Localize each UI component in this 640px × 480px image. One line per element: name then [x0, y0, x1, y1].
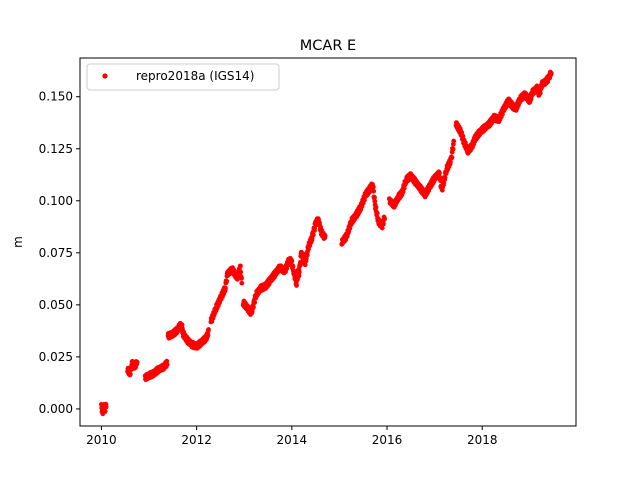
data-point — [302, 262, 308, 268]
legend-label: repro2018a (IGS14) — [136, 69, 254, 83]
data-point — [296, 269, 302, 275]
x-tick-label: 2012 — [181, 433, 212, 447]
data-point — [238, 269, 244, 275]
data-point — [103, 404, 109, 410]
data-point — [205, 332, 211, 338]
data-point — [370, 184, 376, 190]
data-point — [372, 198, 378, 204]
data-point — [312, 225, 318, 231]
data-point — [373, 204, 379, 210]
y-tick-label: 0.150 — [39, 90, 73, 104]
y-tick-label: 0.075 — [39, 246, 73, 260]
data-point — [310, 232, 316, 238]
data-points — [99, 69, 554, 417]
data-point — [224, 278, 230, 284]
data-point — [234, 276, 240, 282]
data-point — [239, 275, 244, 281]
data-point — [251, 304, 256, 310]
data-point — [223, 285, 228, 291]
data-point — [252, 300, 258, 305]
data-point — [442, 175, 448, 181]
data-point — [372, 195, 377, 200]
data-point — [294, 283, 299, 288]
data-point — [164, 362, 170, 367]
x-tick-label: 2014 — [277, 433, 308, 447]
data-point — [374, 210, 380, 216]
data-point — [450, 146, 456, 152]
data-point — [102, 409, 108, 414]
data-point — [296, 273, 302, 279]
y-tick-label: 0.125 — [39, 142, 73, 156]
legend-box — [86, 63, 280, 91]
data-point — [134, 359, 140, 365]
data-point — [447, 159, 453, 165]
y-axis-label: m — [11, 236, 25, 248]
data-point — [322, 233, 328, 239]
y-axis: 0.000 0.025 0.050 0.075 0.100 0.125 0.150 — [39, 90, 80, 416]
y-tick-label: 0.100 — [39, 194, 73, 208]
data-point — [548, 70, 554, 76]
y-tick-label: 0.050 — [39, 298, 73, 312]
data-point — [289, 258, 295, 264]
data-point — [381, 221, 386, 227]
data-point — [304, 252, 310, 258]
data-point — [449, 154, 455, 160]
data-point — [127, 371, 133, 377]
data-point — [239, 280, 245, 286]
x-tick-label: 2018 — [467, 433, 498, 447]
data-point — [371, 188, 377, 194]
data-point — [379, 225, 385, 231]
data-point — [309, 236, 315, 242]
data-point — [460, 133, 466, 139]
y-tick-label: 0.025 — [39, 350, 73, 364]
y-tick-label: 0.000 — [39, 402, 73, 416]
x-tick-label: 2016 — [372, 433, 403, 447]
data-point — [436, 170, 442, 176]
data-point — [206, 327, 211, 332]
x-axis: 2010 2012 2014 2016 2018 — [86, 426, 497, 447]
data-point — [179, 322, 185, 328]
plot-frame — [79, 57, 577, 427]
data-point — [238, 263, 243, 269]
data-point — [291, 268, 297, 274]
data-point — [290, 263, 296, 269]
x-tick-label: 2010 — [86, 433, 117, 447]
data-point — [164, 358, 170, 364]
legend: repro2018a (IGS14) — [86, 63, 280, 91]
data-point — [451, 138, 457, 144]
chart-title: MCAR E — [300, 38, 356, 54]
data-point — [537, 90, 543, 96]
legend-marker — [102, 73, 108, 79]
data-point — [382, 216, 388, 222]
